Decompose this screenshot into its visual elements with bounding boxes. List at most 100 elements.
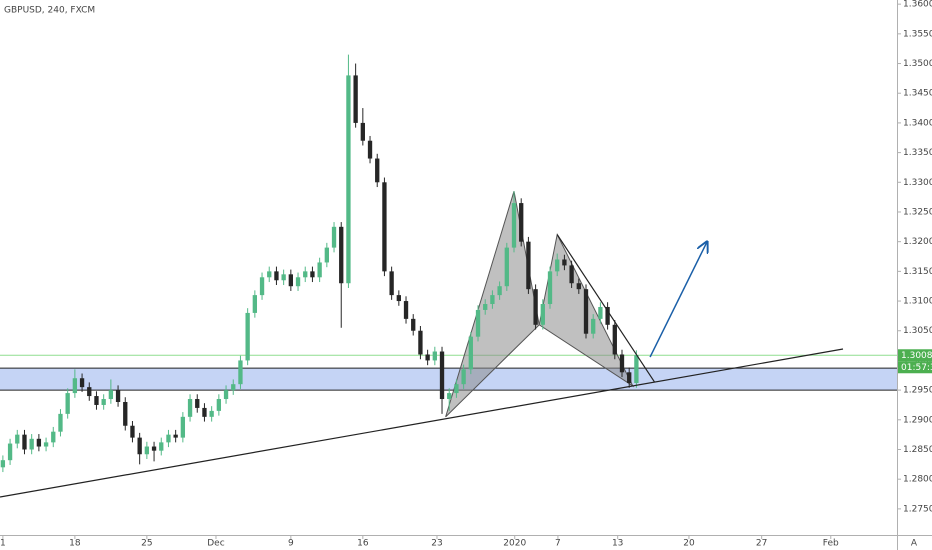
x-tick-label: 25 (141, 539, 152, 549)
candle-body (411, 318, 416, 331)
candle-body (519, 203, 524, 242)
candle-body (511, 203, 517, 248)
candle-body (101, 399, 106, 405)
candle-body (58, 413, 63, 432)
candle-body (634, 355, 639, 383)
candle-body (475, 309, 481, 337)
y-tick-label: 1.34000 (903, 118, 932, 128)
candle-body (569, 265, 574, 284)
candle-body (375, 158, 380, 183)
y-tick-label: 1.32500 (903, 207, 932, 217)
countdown-tag (898, 361, 932, 374)
y-tick-label: 1.32000 (903, 237, 932, 247)
candle-body (331, 226, 337, 248)
candle-body (22, 434, 27, 450)
candle-body (223, 390, 229, 400)
candle-body (281, 274, 286, 281)
candle-body (367, 140, 373, 159)
candle-body (259, 277, 265, 296)
projection-arrow (649, 242, 707, 358)
y-tick-label: 1.29000 (903, 415, 932, 425)
candle-body (598, 306, 603, 319)
candle-body (43, 442, 49, 447)
candle-body (619, 354, 625, 373)
candle-body (7, 443, 13, 461)
candle-body (166, 434, 171, 443)
candle-body (439, 351, 445, 400)
candle-body (209, 410, 214, 417)
y-tick-label: 1.27500 (903, 504, 932, 514)
candle-body (339, 226, 344, 284)
candle-body (418, 330, 423, 355)
candle-body (447, 393, 452, 400)
candle-body (36, 438, 42, 447)
candle-body (526, 241, 531, 290)
candle-body (115, 390, 121, 402)
candle-body (533, 289, 538, 325)
candle-body (0, 460, 6, 468)
x-tick-label: Dec (207, 539, 224, 549)
x-tick-label: 20 (683, 539, 695, 549)
plot-area (0, 54, 897, 498)
candle-body (583, 289, 589, 334)
candle-body (137, 437, 142, 455)
candle-body (540, 304, 545, 325)
x-tick-label: 13 (612, 539, 623, 549)
x-tick-label: 16 (357, 539, 369, 549)
candle-body (324, 247, 329, 263)
candle-body (51, 431, 56, 443)
candle-body (396, 295, 401, 302)
x-tick-label: Feb (823, 539, 839, 549)
candle-body (65, 393, 70, 414)
candle-body (274, 271, 279, 281)
x-tick-label: 27 (756, 539, 767, 549)
candle-body (216, 399, 222, 411)
candle-body (454, 384, 459, 394)
candle-body (15, 434, 20, 444)
y-tick-label: 1.35500 (903, 29, 932, 39)
candle-body (490, 295, 495, 305)
x-tick-label: 9 (288, 539, 294, 549)
trendline (0, 348, 844, 498)
y-tick-label: 1.35000 (903, 59, 932, 69)
countdown-label: 01:57:34 (901, 363, 932, 373)
candle-body (72, 378, 78, 394)
y-tick-label: 1.30500 (903, 326, 932, 336)
candle-body (627, 372, 632, 383)
candle-body (547, 271, 553, 305)
candle-body (403, 301, 409, 319)
candle-body (432, 351, 437, 361)
x-tick-label: 23 (431, 539, 442, 549)
last-price-label: 1.30087 (901, 351, 932, 361)
y-tick-label: 1.33500 (903, 148, 932, 158)
candle-body (605, 306, 610, 325)
candle-body (317, 262, 322, 278)
candle-body (389, 271, 394, 296)
candle-body (180, 416, 186, 438)
candle-body (346, 75, 351, 284)
candle-body (288, 274, 294, 287)
candle-body (252, 295, 258, 313)
auto-scale-button[interactable]: A (911, 539, 918, 549)
candle-body (353, 75, 358, 123)
candle-body (504, 247, 509, 287)
candle-body (195, 399, 200, 408)
x-tick-label: 1 (0, 539, 6, 549)
candle-body (425, 354, 430, 361)
candle-body (144, 446, 150, 455)
candle-body (612, 324, 617, 355)
candle-body (202, 407, 207, 417)
candle-body (576, 283, 581, 290)
last-price-tag (898, 349, 932, 362)
candle-body (267, 271, 272, 278)
candle-body (79, 378, 85, 388)
y-tick-label: 1.34500 (903, 89, 932, 99)
candle-body (295, 277, 301, 287)
candle-body (303, 271, 308, 278)
candle-body (94, 396, 99, 405)
y-tick-label: 1.28500 (903, 445, 932, 455)
candle-body (562, 259, 567, 266)
x-tick-label: 18 (69, 539, 81, 549)
